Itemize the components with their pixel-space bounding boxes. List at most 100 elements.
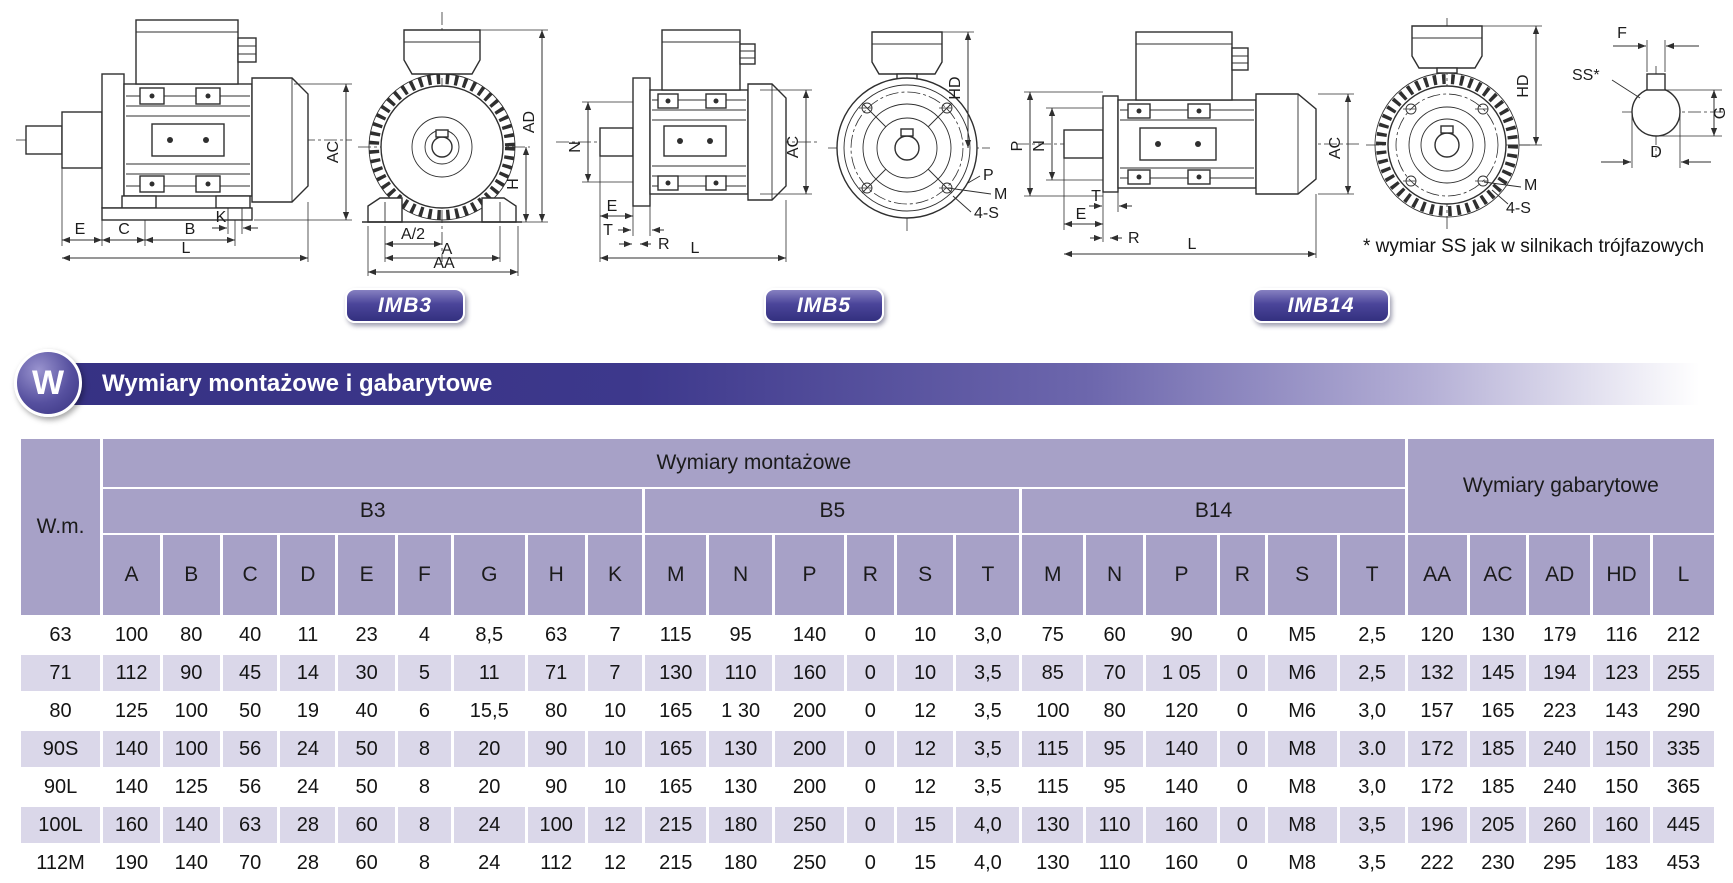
row-label: 71	[21, 655, 101, 691]
motor-dimension-drawings: E C B K L AC A/2 A AA H AD	[16, 12, 1729, 276]
table-cell: 112	[103, 655, 160, 691]
table-cell: 335	[1652, 731, 1714, 767]
table-cell: 165	[1469, 693, 1527, 729]
table-cell: 85	[1022, 655, 1084, 691]
column-header-ad: AD	[1529, 535, 1591, 615]
table-cell: 140	[103, 731, 160, 767]
table-cell: 20	[453, 731, 525, 767]
table-cell: 3.0	[1339, 731, 1405, 767]
table-cell: 24	[453, 845, 525, 881]
table-cell: 112	[527, 845, 585, 881]
dim-label-p: P	[1009, 141, 1026, 152]
table-cell: 110	[1086, 845, 1143, 881]
table-cell: 60	[1086, 617, 1143, 653]
group-header-mounting: Wymiary montażowe	[103, 439, 1405, 487]
column-header-t: T	[1339, 535, 1405, 615]
table-cell: 0	[847, 807, 894, 843]
dim-label-hd: HD	[947, 76, 964, 99]
column-header-p: P	[1145, 535, 1217, 615]
table-cell: 0	[1219, 693, 1265, 729]
table-cell: 110	[709, 655, 773, 691]
imb3-front-view-drawing: A/2 A AA H AD	[358, 12, 548, 276]
table-cell: 63	[527, 617, 585, 653]
table-cell: 0	[847, 693, 894, 729]
dim-label-b: B	[185, 221, 196, 238]
column-header-e: E	[338, 535, 396, 615]
table-cell: 125	[103, 693, 160, 729]
table-cell: 80	[527, 693, 585, 729]
column-headers-row: A B C D E F G H K M N P R S T M N P R S T AA AC AD HD L	[21, 535, 1714, 615]
table-cell: 180	[709, 807, 773, 843]
corner-header: W.m.	[21, 439, 101, 615]
table-row: 80 125 100 50 19 40 6 15,5 80 10 165 1 30 200 0 12 3,5 1…	[21, 693, 1714, 729]
table-cell: 453	[1652, 845, 1714, 881]
dim-label-k: K	[216, 209, 227, 226]
table-cell: 95	[1086, 769, 1143, 805]
table-cell: M6	[1267, 655, 1337, 691]
column-header-b: B	[162, 535, 220, 615]
table-cell: 140	[1145, 769, 1217, 805]
column-header-t: T	[956, 535, 1020, 615]
table-cell: 15,5	[453, 693, 525, 729]
imb3-badge: IMB3	[345, 288, 465, 323]
dim-label-4s: 4-S	[974, 205, 999, 222]
table-cell: 172	[1407, 731, 1467, 767]
table-cell: 115	[1022, 769, 1084, 805]
table-cell: 0	[847, 617, 894, 653]
dim-label-r: R	[1128, 230, 1140, 247]
table-cell: M8	[1267, 769, 1337, 805]
table-cell: 0	[1219, 807, 1265, 843]
table-cell: 90	[527, 731, 585, 767]
table-cell: 1 05	[1145, 655, 1217, 691]
table-cell: 260	[1529, 807, 1591, 843]
table-cell: 11	[280, 617, 336, 653]
dim-label-t: T	[603, 222, 613, 239]
imb3-badge-label: IMB3	[377, 293, 433, 317]
column-header-hd: HD	[1593, 535, 1650, 615]
table-cell: 250	[775, 807, 845, 843]
imb14-flange-view-drawing: HD M 4-S	[1366, 18, 1542, 230]
table-cell: 115	[645, 617, 707, 653]
imb5-badge: IMB5	[764, 288, 884, 323]
dim-label-d: D	[1650, 144, 1662, 161]
table-cell: 0	[847, 845, 894, 881]
row-label: 80	[21, 693, 101, 729]
column-header-r: R	[1219, 535, 1265, 615]
table-cell: 80	[162, 617, 220, 653]
table-cell: 185	[1469, 731, 1527, 767]
table-cell: 3,5	[956, 655, 1020, 691]
table-cell: 120	[1407, 617, 1467, 653]
imb14-badge: IMB14	[1252, 288, 1390, 323]
table-cell: 110	[1086, 807, 1143, 843]
table-cell: M8	[1267, 731, 1337, 767]
section-header-band: Wymiary montażowe i gabarytowe	[44, 363, 1733, 405]
table-cell: 194	[1529, 655, 1591, 691]
dim-label-t: T	[1091, 188, 1101, 205]
table-cell: 250	[775, 845, 845, 881]
table-cell: 50	[222, 693, 278, 729]
dim-label-a: A	[442, 241, 453, 258]
table-cell: 140	[162, 845, 220, 881]
table-cell: 7	[587, 655, 643, 691]
dim-label-4s: 4-S	[1506, 200, 1531, 217]
table-cell: 14	[280, 655, 336, 691]
table-cell: 45	[222, 655, 278, 691]
table-cell: 3,5	[1339, 845, 1405, 881]
table-cell: 10	[587, 693, 643, 729]
technical-drawings: E C B K L AC A/2 A AA H AD	[0, 0, 1733, 335]
table-cell: 56	[222, 769, 278, 805]
table-cell: 200	[775, 693, 845, 729]
table-cell: 7	[587, 617, 643, 653]
table-row: 90L 140 125 56 24 50 8 20 90 10 165 130 200 0 12 3,5 115…	[21, 769, 1714, 805]
table-cell: 95	[709, 617, 773, 653]
table-cell: 130	[1469, 617, 1527, 653]
table-cell: 130	[645, 655, 707, 691]
column-header-a: A	[103, 535, 160, 615]
table-cell: 8,5	[453, 617, 525, 653]
table-cell: 24	[280, 731, 336, 767]
shaft-key-detail-drawing: F SS* G D	[1572, 25, 1729, 168]
table-cell: 172	[1407, 769, 1467, 805]
table-cell: 3,0	[1339, 693, 1405, 729]
table-cell: 0	[1219, 845, 1265, 881]
